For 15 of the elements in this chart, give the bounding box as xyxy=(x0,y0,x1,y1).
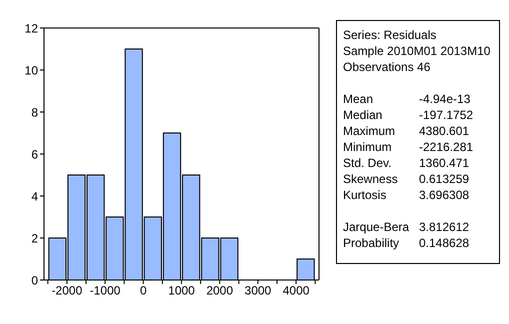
x-tick-label: 1000 xyxy=(168,284,196,298)
y-tick-label: 12 xyxy=(24,21,38,36)
x-tick-label: 2000 xyxy=(206,284,234,298)
y-tick-label: 10 xyxy=(24,63,38,78)
y-tick-label: 2 xyxy=(31,231,38,246)
y-tick-label: 0 xyxy=(31,273,38,288)
x-tick-label: -1000 xyxy=(90,284,121,298)
y-tick-label: 4 xyxy=(31,189,38,204)
x-tick-label: -2000 xyxy=(52,284,83,298)
statistics-box: Series: Residuals Sample 2010M01 2013M10 Observations 46 Mean -4.94e-13 Median -197.1752 Maximum 4380.601 Minimum -2216.281 Std. Dev. 1360.471 Skewness 0.613259 Kurtosis 3.696308 Jarque-Bera 3.812612 Probability 0.148628 xyxy=(336,20,500,264)
y-tick-label: 6 xyxy=(31,147,38,162)
x-tick-label: 3000 xyxy=(244,284,272,298)
x-tick-label: 4000 xyxy=(282,284,310,298)
x-tick-label: 0 xyxy=(140,284,147,298)
y-tick-label: 8 xyxy=(31,105,38,120)
